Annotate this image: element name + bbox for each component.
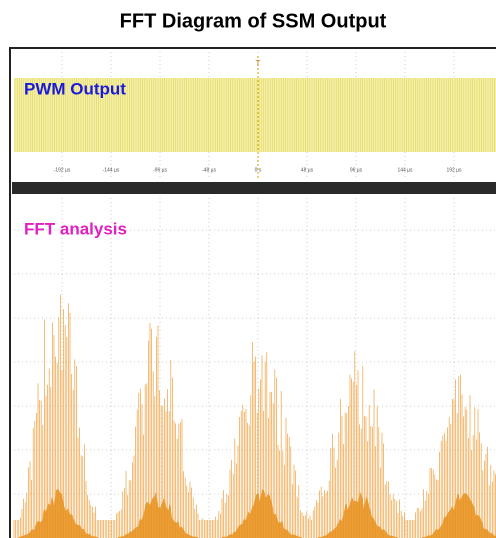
panel-label: FFT analysis bbox=[24, 219, 127, 238]
title: FFT Diagram of SSM Output bbox=[120, 10, 387, 32]
fft-base bbox=[222, 489, 302, 538]
time-label: -192 µs bbox=[54, 167, 71, 173]
time-label: -48 µs bbox=[202, 167, 216, 173]
fft-spectrum bbox=[13, 294, 496, 538]
fft-base bbox=[422, 493, 496, 538]
fft-base bbox=[18, 489, 98, 538]
fft-base bbox=[318, 491, 398, 538]
status-bar bbox=[12, 182, 496, 194]
pwm-lines bbox=[14, 78, 495, 152]
panel-label: PWM Output bbox=[24, 79, 126, 98]
time-label: 144 µs bbox=[397, 167, 413, 173]
time-label: 192 µs bbox=[446, 167, 462, 173]
trigger-marker: T bbox=[256, 59, 261, 68]
fft-base bbox=[118, 491, 198, 538]
time-labels: -192 µs -144 µs -96 µs -48 µs 0 s 48 µs 96 µs 1… bbox=[54, 167, 462, 173]
time-label: 48 µs bbox=[301, 167, 314, 173]
time-label: -96 µs bbox=[153, 167, 167, 173]
time-label: 96 µs bbox=[350, 167, 363, 173]
time-label: 0 s bbox=[255, 167, 262, 173]
time-label: -144 µs bbox=[103, 167, 120, 173]
bottom-grid bbox=[14, 198, 496, 538]
